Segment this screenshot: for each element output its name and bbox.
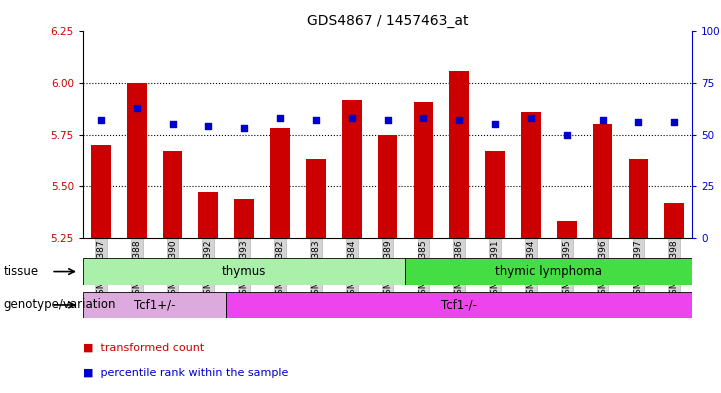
Text: Tcf1+/-: Tcf1+/-: [134, 298, 175, 312]
Bar: [521, 112, 541, 238]
Bar: [306, 160, 326, 238]
Title: GDS4867 / 1457463_at: GDS4867 / 1457463_at: [307, 14, 468, 28]
Point: [382, 117, 394, 123]
Bar: [449, 71, 469, 238]
Bar: [593, 124, 612, 238]
Point: [203, 123, 214, 130]
Bar: [270, 129, 290, 238]
Point: [632, 119, 644, 125]
Bar: [378, 134, 397, 238]
Text: ■  percentile rank within the sample: ■ percentile rank within the sample: [83, 368, 288, 378]
Point: [239, 125, 250, 132]
Text: ■  transformed count: ■ transformed count: [83, 343, 204, 353]
Bar: [83, 292, 226, 318]
Bar: [629, 160, 648, 238]
Bar: [198, 193, 218, 238]
Point: [131, 105, 143, 111]
Bar: [234, 198, 254, 238]
Bar: [664, 203, 684, 238]
Text: tissue: tissue: [4, 265, 39, 278]
Bar: [342, 99, 361, 238]
Bar: [83, 258, 405, 285]
Point: [668, 119, 680, 125]
Bar: [405, 258, 692, 285]
Point: [561, 132, 572, 138]
Text: Tcf1-/-: Tcf1-/-: [441, 298, 477, 312]
Point: [454, 117, 465, 123]
Point: [274, 115, 286, 121]
Bar: [91, 145, 111, 238]
Point: [417, 115, 429, 121]
Bar: [226, 292, 692, 318]
Bar: [127, 83, 146, 238]
Point: [525, 115, 536, 121]
Text: thymic lymphoma: thymic lymphoma: [495, 265, 602, 278]
Point: [167, 121, 178, 127]
Text: thymus: thymus: [222, 265, 266, 278]
Point: [310, 117, 322, 123]
Bar: [557, 221, 577, 238]
Point: [597, 117, 609, 123]
Bar: [485, 151, 505, 238]
Bar: [163, 151, 182, 238]
Bar: [414, 101, 433, 238]
Point: [95, 117, 107, 123]
Point: [346, 115, 358, 121]
Point: [490, 121, 501, 127]
Text: genotype/variation: genotype/variation: [4, 298, 116, 312]
